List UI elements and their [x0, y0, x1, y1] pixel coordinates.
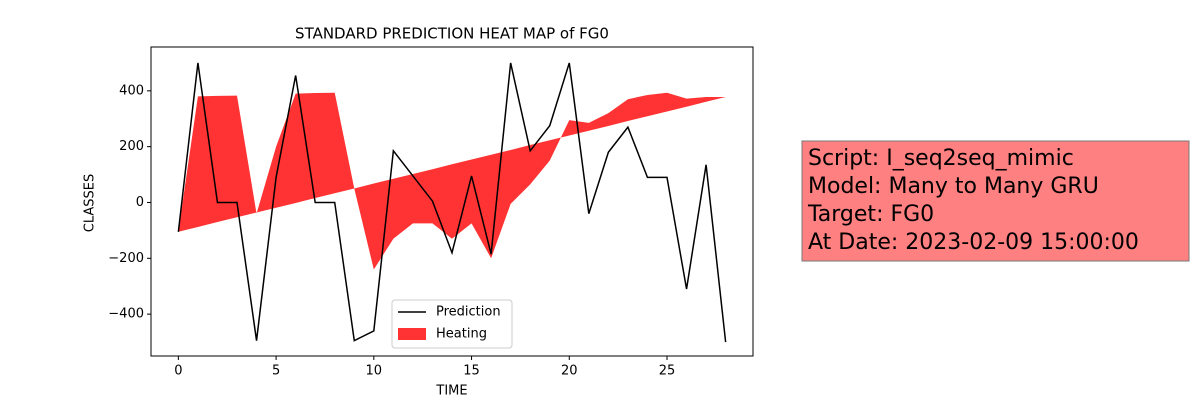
y-tick-label: −200: [108, 251, 144, 266]
y-axis-label: CLASSES: [83, 174, 98, 232]
x-tick-label: 25: [659, 364, 676, 379]
x-axis-label: TIME: [435, 384, 467, 399]
annotation-box: [801, 140, 1190, 262]
prediction-line: [177, 62, 727, 343]
legend-label: Heating: [436, 327, 487, 342]
annotation-line: Target: FG0: [807, 202, 934, 227]
x-tick-label: 5: [272, 364, 280, 379]
heating-area: [178, 92, 726, 270]
y-tick-label: 0: [136, 195, 144, 210]
annotation-line: Model: Many to Many GRU: [808, 174, 1099, 199]
x-tick-label: 10: [366, 364, 383, 379]
annotation-line: At Date: 2023-02-09 15:00:00: [808, 230, 1139, 255]
y-tick-label: −400: [108, 307, 144, 322]
chart-title: STANDARD PREDICTION HEAT MAP of FG0: [295, 25, 609, 43]
plot-frame: [150, 46, 754, 357]
x-tick-label: 15: [463, 364, 480, 379]
x-tick-label: 0: [174, 364, 182, 379]
y-tick-label: 200: [119, 139, 144, 154]
y-tick-label: 400: [119, 83, 144, 98]
x-tick-label: 20: [561, 364, 578, 379]
legend-label: Prediction: [436, 305, 501, 320]
legend-swatch: [398, 328, 426, 340]
annotation-line: Script: I_seq2seq_mimic: [808, 146, 1074, 171]
